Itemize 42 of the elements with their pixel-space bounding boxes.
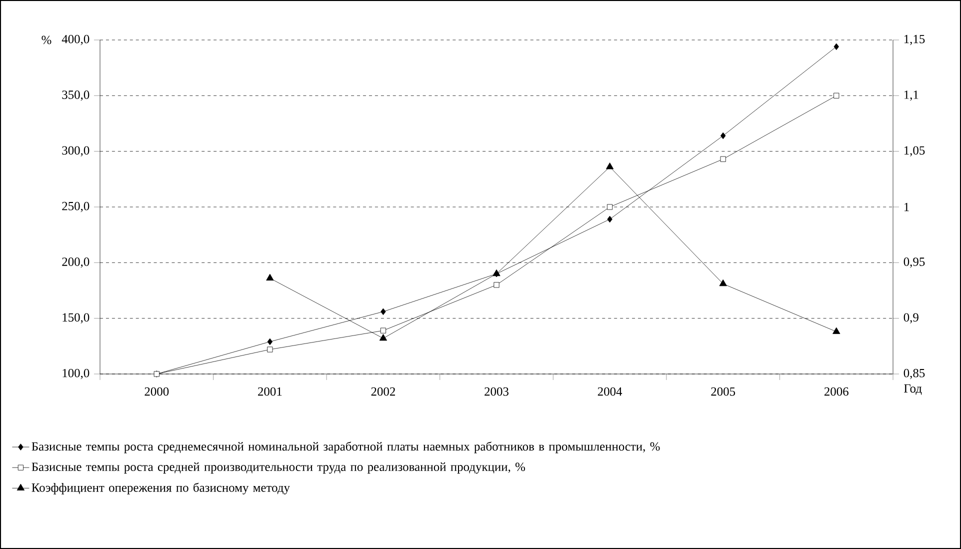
y-tick-label: 350,0	[62, 90, 90, 101]
y-axis-title: %	[42, 36, 52, 44]
point	[380, 308, 386, 316]
point	[606, 162, 614, 170]
x-tick-label: 2002	[371, 387, 395, 396]
y2-tick-label: 0,95	[904, 258, 925, 268]
x-axis-title: Год	[904, 384, 922, 395]
point	[607, 204, 613, 210]
y-tick-label: 400,0	[62, 34, 90, 46]
x-tick-label: 2003	[484, 387, 508, 396]
legend-label: Коэффициент опережения по базисному методу	[32, 482, 290, 494]
point	[267, 338, 273, 346]
y2-tick-label: 1	[904, 202, 909, 212]
point	[720, 132, 726, 140]
y2-tick-label: 1,15	[904, 34, 925, 46]
x-tick-label: 2001	[258, 387, 282, 396]
point	[834, 43, 839, 50]
y2-tick-label: 1,1	[904, 90, 918, 101]
x-tick-label: 2000	[144, 387, 169, 396]
y2-tick-label: 0,9	[904, 313, 918, 324]
y-tick-label: 300,0	[62, 146, 90, 156]
y-tick-label: 200,0	[62, 258, 90, 268]
legend-label: Базисные темпы роста среднемесячной номинальной заработной платы наемных работников в промышленности, %	[32, 442, 660, 454]
y2-tick-label: 1,05	[904, 146, 925, 156]
y-tick-label: 100,0	[62, 368, 90, 380]
point	[266, 274, 274, 281]
point	[834, 92, 840, 98]
point	[267, 346, 273, 352]
y-tick-label: 250,0	[62, 202, 90, 212]
point	[719, 279, 727, 286]
point	[720, 156, 726, 162]
x-tick-label: 2005	[711, 387, 736, 396]
point	[379, 334, 388, 341]
point	[380, 328, 386, 334]
point	[607, 216, 612, 223]
legend-label: Базисные темпы роста средней производительности труда по реализованной продукции, %	[32, 462, 526, 474]
y-tick-label: 150,0	[62, 313, 90, 324]
x-tick-label: 2006	[824, 387, 848, 396]
point	[832, 327, 840, 334]
y2-tick-label: 0,85	[904, 368, 925, 380]
point	[494, 282, 500, 288]
x-tick-label: 2004	[598, 387, 622, 396]
